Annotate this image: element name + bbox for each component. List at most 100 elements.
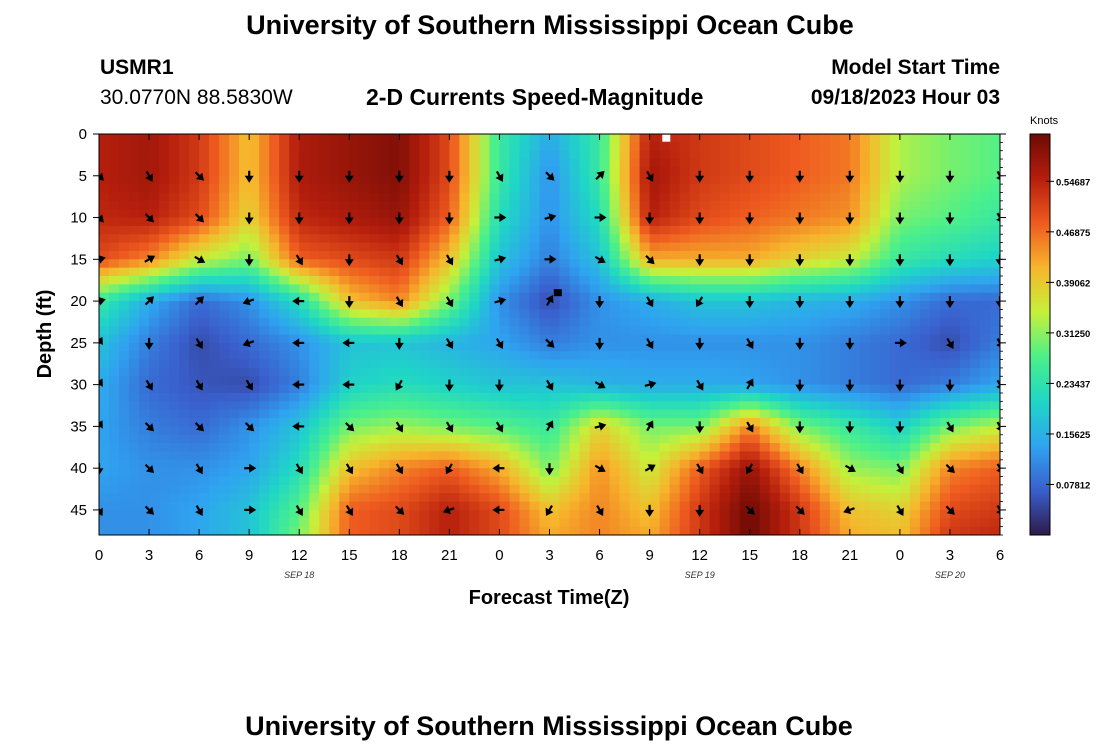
heat-cell — [119, 501, 130, 511]
heat-cell — [359, 234, 370, 244]
heat-cell — [319, 484, 330, 494]
heat-cell — [769, 518, 781, 528]
heat-cell — [429, 493, 440, 503]
heat-cell — [129, 392, 140, 402]
current-vector — [645, 212, 655, 225]
heat-cell — [279, 242, 290, 252]
heat-cell — [859, 334, 871, 344]
heat-cell — [149, 301, 160, 311]
heat-cell — [579, 309, 591, 319]
current-vector — [645, 170, 654, 182]
heat-cell — [439, 284, 450, 294]
heat-cell — [939, 276, 951, 285]
heat-cell — [209, 351, 220, 361]
heat-cell — [349, 284, 360, 294]
heat-cell — [149, 376, 160, 386]
current-vector — [695, 463, 704, 475]
heat-cell — [659, 175, 671, 185]
heat-cell — [929, 225, 941, 235]
heat-cell — [989, 434, 1000, 444]
heat-cell — [379, 309, 390, 319]
heat-cell — [689, 376, 701, 386]
heat-cell — [169, 351, 180, 361]
heat-cell — [489, 159, 501, 169]
heat-cell — [819, 134, 831, 143]
heat-cell — [609, 150, 621, 160]
heat-cell — [909, 276, 921, 285]
heat-cell — [889, 284, 901, 294]
heat-cell — [299, 317, 310, 327]
current-vector — [595, 296, 605, 309]
heat-cell — [129, 484, 140, 494]
heat-cell — [409, 309, 420, 319]
heat-cell — [829, 384, 841, 394]
heat-cell — [509, 426, 521, 436]
heat-cell — [739, 434, 751, 444]
heat-cell — [229, 468, 240, 478]
heat-cell — [489, 234, 501, 244]
heat-cell — [919, 401, 931, 411]
heat-cell — [419, 342, 430, 352]
heat-cell — [779, 217, 791, 227]
heat-cell — [509, 292, 521, 302]
heat-cell — [399, 134, 410, 143]
heat-cell — [769, 468, 781, 478]
heat-cell — [119, 292, 130, 302]
heat-cell — [339, 459, 350, 469]
heat-cell — [629, 142, 641, 152]
heat-cell — [789, 418, 801, 427]
current-vector — [292, 338, 305, 348]
heat-cell — [959, 351, 971, 361]
heat-cell — [969, 359, 981, 369]
heat-cell — [689, 259, 701, 269]
heat-cell — [669, 384, 681, 394]
heat-cell — [509, 434, 521, 444]
heat-cell — [299, 167, 310, 177]
heat-cell — [949, 225, 961, 235]
heat-cell — [809, 301, 821, 311]
heat-cell — [559, 234, 571, 244]
heat-cell — [199, 259, 210, 269]
heat-cell — [379, 501, 390, 511]
heat-cell — [969, 501, 981, 511]
heat-cell — [459, 217, 471, 227]
heat-cell — [929, 493, 941, 503]
heat-cell — [679, 276, 691, 285]
heat-cell — [759, 443, 771, 453]
heat-cell — [219, 367, 230, 377]
heat-cell — [209, 359, 220, 369]
heat-cell — [229, 234, 240, 244]
heat-cell — [669, 484, 681, 494]
heat-cell — [719, 284, 731, 294]
heat-cell — [949, 484, 961, 494]
heat-cell — [729, 234, 741, 244]
heat-cell — [599, 200, 611, 210]
heat-cell — [249, 317, 260, 327]
heat-cell — [499, 367, 511, 377]
heat-cell — [659, 267, 671, 277]
heat-cell — [319, 401, 330, 411]
heat-cell — [319, 250, 330, 260]
heat-cell — [609, 418, 621, 427]
heat-cell — [769, 317, 781, 327]
heat-cell — [759, 409, 771, 419]
heat-cell — [149, 267, 160, 277]
heat-cell — [339, 184, 350, 194]
heat-cell — [279, 434, 290, 444]
heat-cell — [229, 326, 240, 336]
heat-cell — [889, 234, 901, 244]
heat-cell — [279, 401, 290, 411]
heat-cell — [689, 326, 701, 336]
heat-cell — [359, 142, 370, 152]
heat-cell — [339, 409, 350, 419]
heat-cell — [729, 175, 741, 185]
heat-cell — [849, 384, 861, 394]
heat-cell — [989, 468, 1000, 478]
heat-cell — [969, 209, 981, 219]
heat-cell — [99, 409, 110, 419]
heat-cell — [909, 351, 921, 361]
heat-cell — [669, 401, 681, 411]
heat-cell — [589, 384, 601, 394]
heat-cell — [359, 267, 370, 277]
heat-cell — [339, 326, 350, 336]
